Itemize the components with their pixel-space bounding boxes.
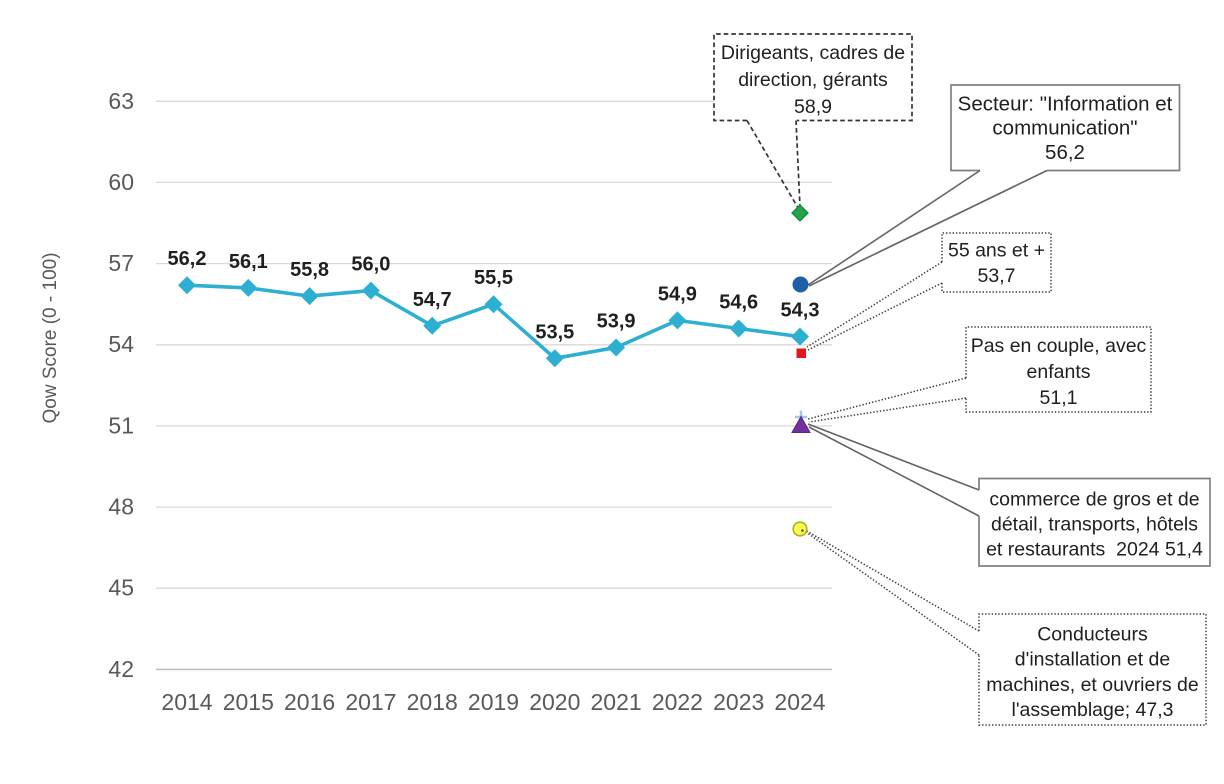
svg-text:2023: 2023 bbox=[713, 689, 764, 715]
svg-text:Dirigeants, cadres de: Dirigeants, cadres de bbox=[721, 42, 905, 64]
svg-text:58,9: 58,9 bbox=[794, 96, 832, 118]
svg-text:45: 45 bbox=[108, 575, 134, 601]
svg-text:2019: 2019 bbox=[468, 689, 519, 715]
svg-text:56,2: 56,2 bbox=[1045, 141, 1085, 164]
svg-text:48: 48 bbox=[108, 494, 134, 520]
svg-text:54: 54 bbox=[108, 331, 134, 357]
svg-text:55,5: 55,5 bbox=[474, 267, 513, 289]
svg-text:2015: 2015 bbox=[223, 689, 274, 715]
svg-text:55,8: 55,8 bbox=[290, 259, 329, 281]
svg-text:enfants: enfants bbox=[1027, 361, 1091, 383]
svg-text:d'installation et de: d'installation et de bbox=[1015, 649, 1171, 671]
svg-text:54,6: 54,6 bbox=[719, 292, 758, 314]
svg-text:Qow Score (0 - 100): Qow Score (0 - 100) bbox=[40, 252, 61, 423]
svg-text:57: 57 bbox=[108, 250, 134, 276]
svg-text:53,7: 53,7 bbox=[978, 265, 1016, 287]
svg-text:51,1: 51,1 bbox=[1040, 387, 1078, 409]
svg-text:l'assemblage; 47,3: l'assemblage; 47,3 bbox=[1012, 699, 1174, 721]
svg-text:détail, transports, hôtels: détail, transports, hôtels bbox=[991, 514, 1198, 536]
svg-text:2016: 2016 bbox=[284, 689, 335, 715]
svg-text:60: 60 bbox=[108, 169, 134, 195]
svg-text:machines, et ouvriers de: machines, et ouvriers de bbox=[986, 674, 1198, 696]
svg-text:2020: 2020 bbox=[529, 689, 580, 715]
svg-text:2018: 2018 bbox=[407, 689, 458, 715]
svg-text:54,9: 54,9 bbox=[658, 283, 697, 305]
svg-text:2022: 2022 bbox=[652, 689, 703, 715]
svg-text:direction, gérants: direction, gérants bbox=[738, 69, 888, 91]
svg-text:2014: 2014 bbox=[161, 689, 212, 715]
svg-text:2024: 2024 bbox=[774, 689, 825, 715]
svg-text:Pas en couple, avec: Pas en couple, avec bbox=[971, 335, 1147, 357]
svg-text:54,3: 54,3 bbox=[781, 300, 820, 322]
svg-text:42: 42 bbox=[108, 656, 134, 682]
svg-text:54,7: 54,7 bbox=[413, 289, 452, 311]
svg-text:56,2: 56,2 bbox=[168, 248, 207, 270]
svg-text:et restaurants 2024 51,4: et restaurants 2024 51,4 bbox=[986, 539, 1203, 561]
svg-text:Conducteurs: Conducteurs bbox=[1037, 624, 1148, 646]
svg-text:63: 63 bbox=[108, 88, 134, 114]
svg-text:2021: 2021 bbox=[591, 689, 642, 715]
svg-text:56,0: 56,0 bbox=[351, 254, 390, 276]
svg-text:Secteur: "Information et: Secteur: "Information et bbox=[958, 93, 1173, 116]
svg-text:53,9: 53,9 bbox=[597, 311, 636, 333]
svg-text:communication": communication" bbox=[992, 117, 1137, 140]
svg-text:55 ans et +: 55 ans et + bbox=[948, 240, 1045, 262]
svg-text:53,5: 53,5 bbox=[535, 321, 574, 343]
svg-text:2017: 2017 bbox=[345, 689, 396, 715]
svg-text:51: 51 bbox=[108, 412, 134, 438]
svg-text:commerce de gros et de: commerce de gros et de bbox=[989, 489, 1199, 511]
svg-text:56,1: 56,1 bbox=[229, 251, 268, 273]
